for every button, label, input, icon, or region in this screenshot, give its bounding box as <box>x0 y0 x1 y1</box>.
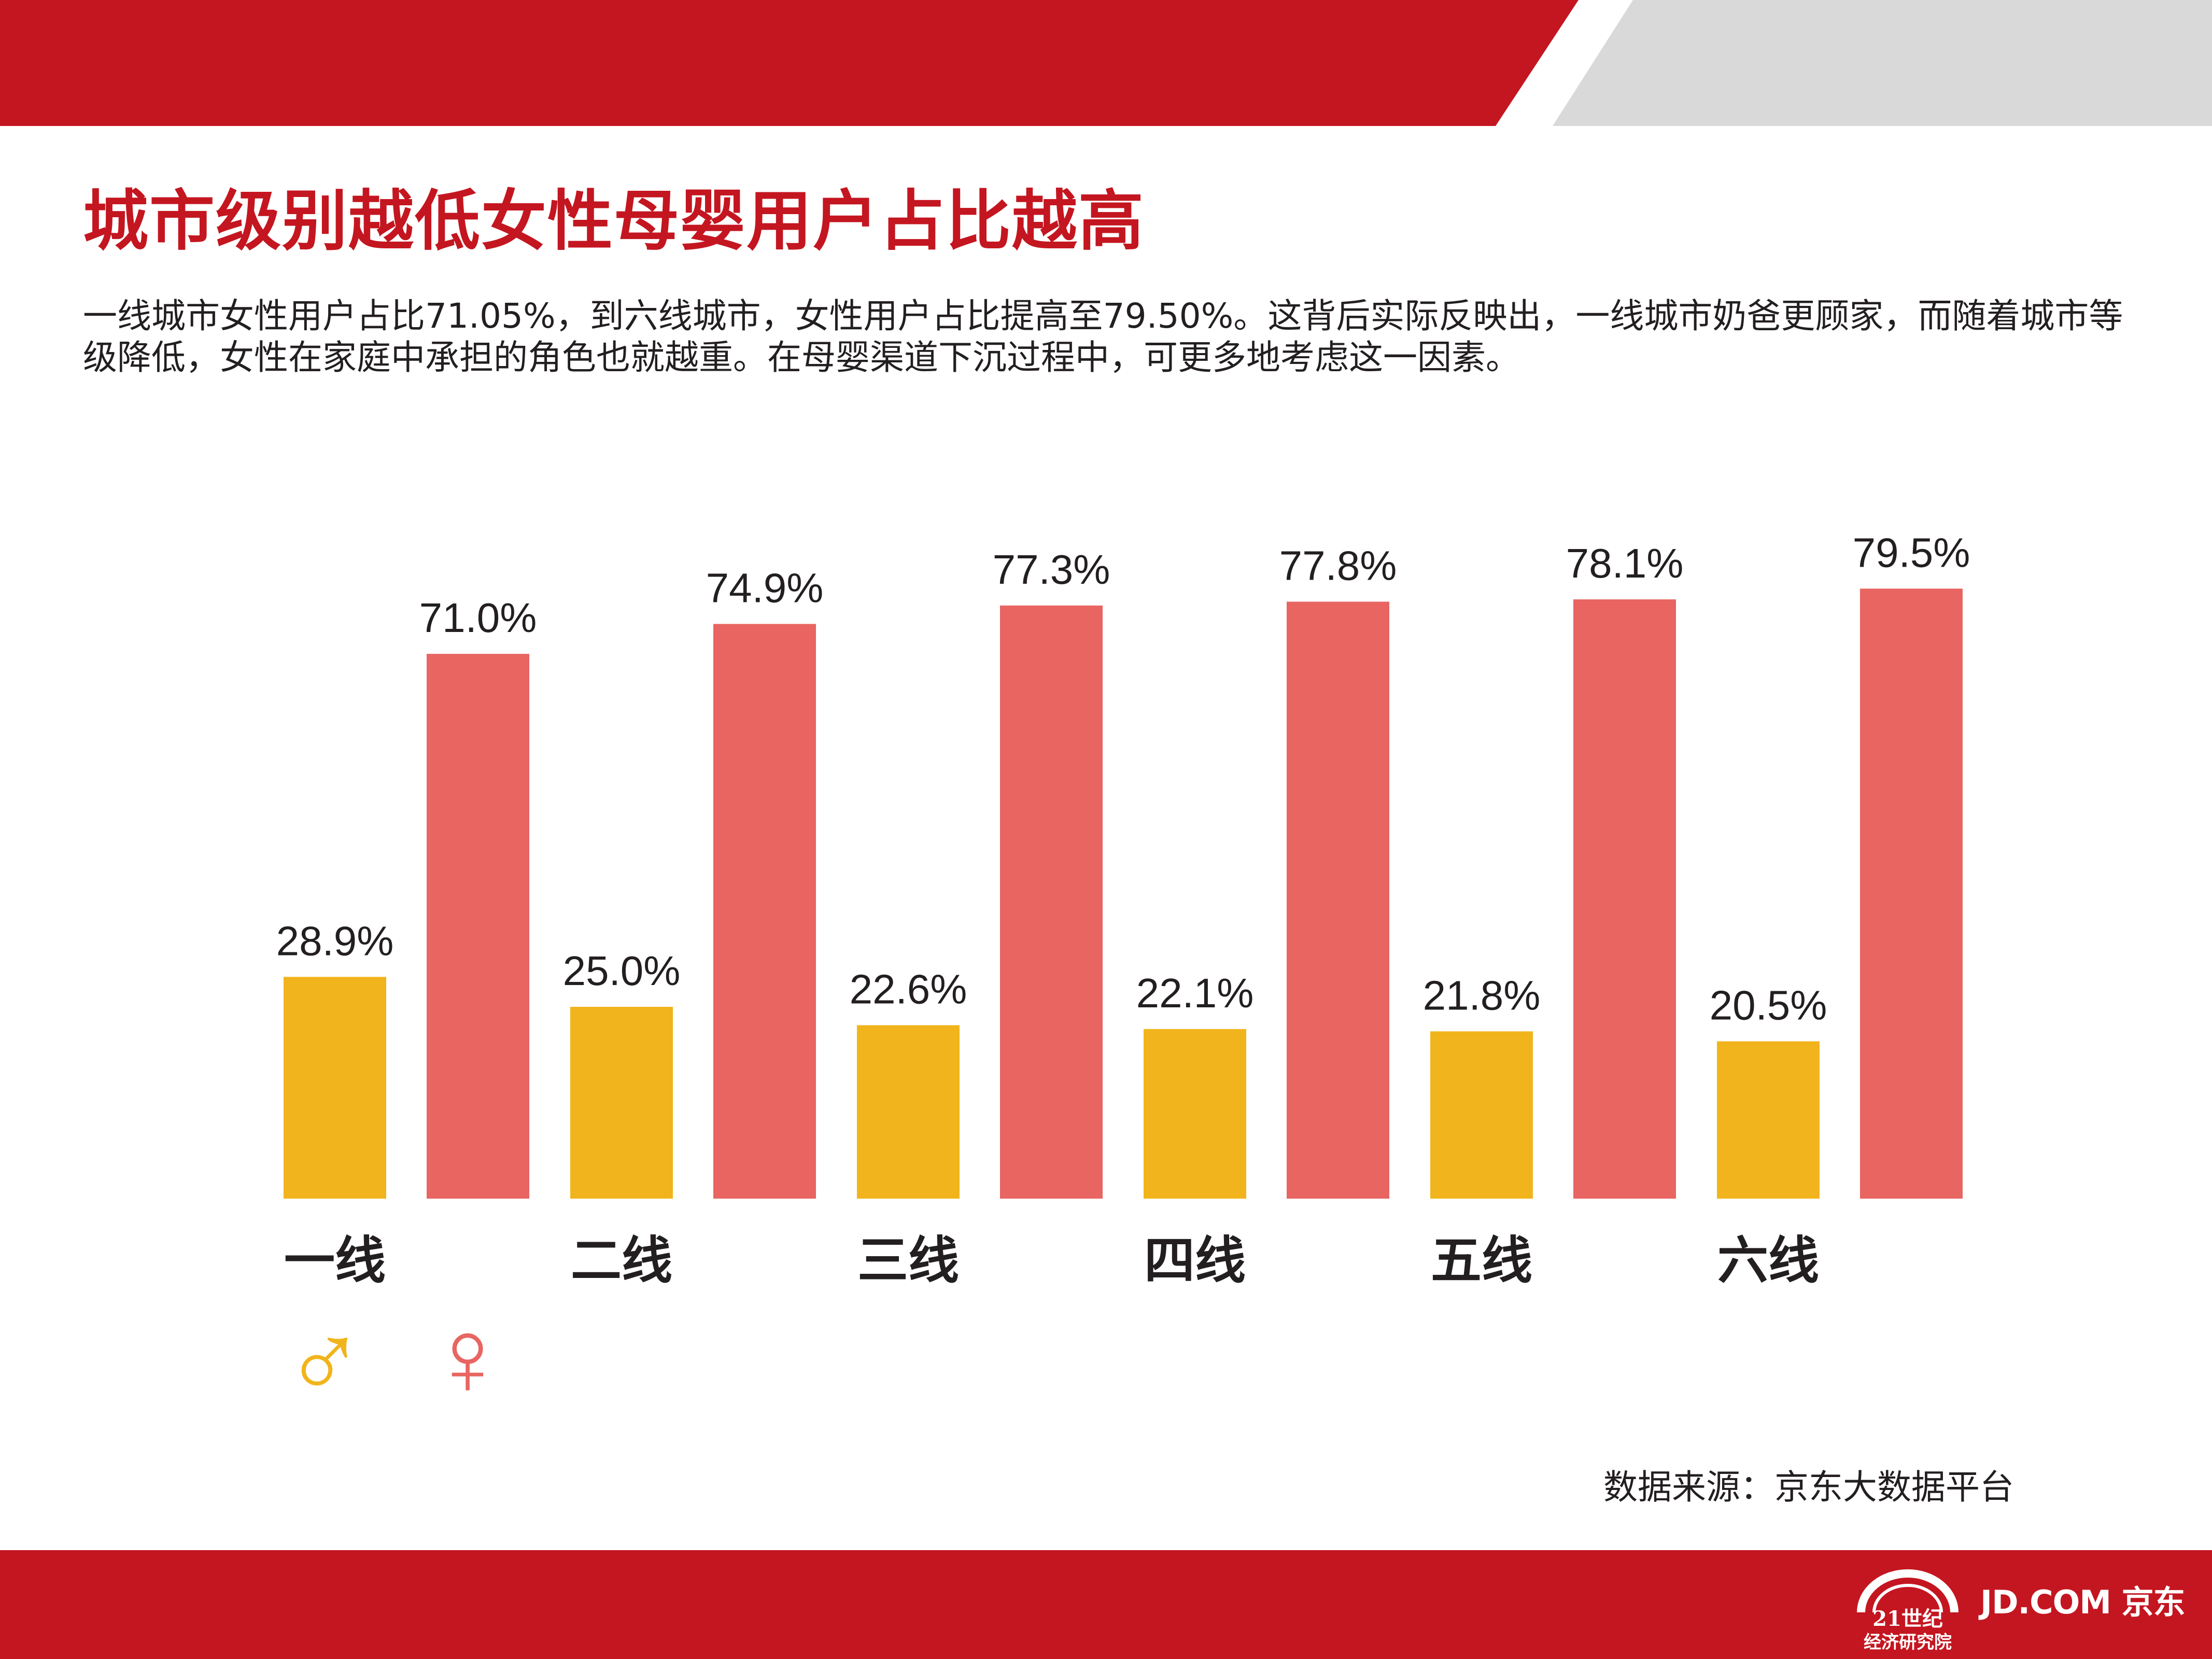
bar-male-2 <box>570 1007 673 1199</box>
bar-female-4 <box>1287 601 1389 1199</box>
data-label-female-2: 74.9% <box>706 565 824 611</box>
category-label-3: 三线 <box>857 1232 959 1289</box>
footer-red-band <box>0 1550 2212 1659</box>
header-gray-band <box>1553 0 2212 126</box>
data-label-male-4: 22.1% <box>1136 970 1254 1016</box>
data-label-female-6: 79.5% <box>1853 529 1970 575</box>
bar-female-1 <box>427 654 529 1199</box>
bar-male-1 <box>284 977 386 1199</box>
page-title: 城市级别越低女性母婴用户占比越高 <box>83 183 1145 259</box>
data-label-male-6: 20.5% <box>1710 982 1827 1029</box>
category-label-6: 六线 <box>1717 1232 1819 1289</box>
bar-male-3 <box>857 1025 960 1199</box>
page-description: 一线城市女性用户占比71.05%，到六线城市，女性用户占比提高至79.50%。这… <box>83 296 2123 377</box>
data-label-male-2: 25.0% <box>563 948 681 994</box>
header-band <box>0 0 2212 126</box>
data-label-female-4: 77.8% <box>1279 543 1397 589</box>
data-label-male-5: 21.8% <box>1423 972 1541 1018</box>
data-label-male-3: 22.6% <box>850 966 967 1013</box>
data-label-female-3: 77.3% <box>993 546 1110 593</box>
data-label-female-1: 71.0% <box>419 595 537 641</box>
bar-male-5 <box>1430 1031 1533 1199</box>
category-label-2: 二线 <box>571 1232 672 1289</box>
bar-female-6 <box>1860 588 1963 1199</box>
data-label-male-1: 28.9% <box>276 918 394 964</box>
institute-logo-sub: 经济研究院 <box>1864 1632 1952 1653</box>
category-label-4: 四线 <box>1144 1232 1246 1289</box>
category-label-1: 一线 <box>284 1232 386 1289</box>
jd-logo: JD.COM 京东 <box>1980 1583 2186 1621</box>
institute-logo-icon <box>1857 1569 1959 1613</box>
bar-female-3 <box>1000 605 1103 1199</box>
header-red-band <box>0 0 1579 126</box>
footer-band <box>0 1550 2212 1659</box>
legend-female-icon: ♀ <box>427 1296 509 1418</box>
bar-male-4 <box>1144 1029 1246 1199</box>
data-source-note: 数据来源：京东大数据平台 <box>1603 1467 2014 1507</box>
data-label-female-5: 78.1% <box>1566 540 1684 586</box>
bar-chart: 28.9% 71.0% 一线 25.0% 74.9% 二线 22.6% 77.3% 三线 22.1… <box>276 529 1970 1418</box>
legend-male-icon: ♂ <box>284 1296 365 1418</box>
category-label-5: 五线 <box>1431 1232 1532 1289</box>
bar-female-5 <box>1573 599 1676 1199</box>
bar-female-2 <box>713 624 816 1199</box>
institute-logo-main: 21世纪 <box>1872 1607 1943 1631</box>
bar-male-6 <box>1717 1041 1820 1199</box>
